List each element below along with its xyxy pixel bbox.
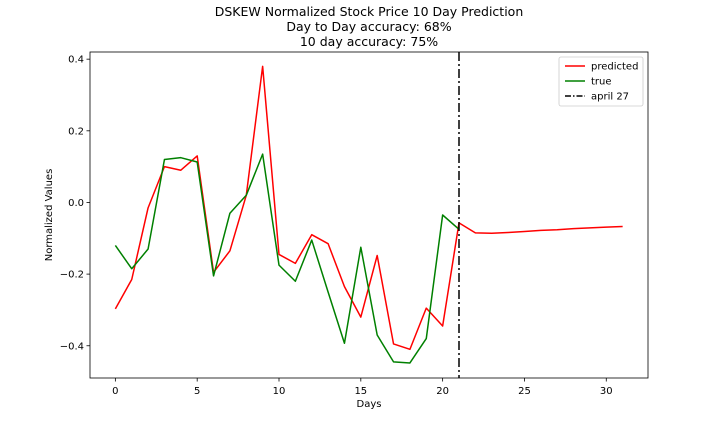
- x-tick-label: 20: [436, 386, 449, 397]
- x-axis-ticks: 0 5 10 15 20 25 30: [112, 378, 613, 397]
- series-line-true: [114, 153, 460, 364]
- y-tick-label: 0.4: [68, 55, 84, 66]
- legend-box: [558, 56, 644, 107]
- chart-title: DSKEW Normalized Stock Price 10 Day Pred…: [215, 4, 524, 49]
- title-line-2: 10 day accuracy: 75%: [300, 34, 438, 49]
- y-tick-label: 0.2: [68, 126, 84, 137]
- y-tick-label: 0.0: [68, 198, 84, 209]
- y-axis-ticks: −0.4 −0.2 0.0 0.2 0.4: [60, 55, 90, 352]
- x-tick-label: 0: [112, 386, 118, 397]
- legend-label-2: april 27: [591, 92, 629, 103]
- legend-label-0: predicted: [591, 62, 638, 73]
- legend: predicted true april 27: [558, 56, 644, 107]
- x-tick-label: 25: [518, 386, 531, 397]
- series-group: [114, 65, 623, 364]
- x-tick-label: 5: [194, 386, 200, 397]
- title-line-0: DSKEW Normalized Stock Price 10 Day Pred…: [215, 4, 524, 19]
- x-axis-label: Days: [357, 399, 382, 410]
- y-tick-label: −0.4: [60, 341, 84, 352]
- legend-label-1: true: [591, 77, 612, 88]
- x-tick-label: 15: [354, 386, 367, 397]
- plot-area-frame: [89, 51, 649, 379]
- series-line-predicted: [114, 65, 623, 351]
- title-line-1: Day to Day accuracy: 68%: [286, 19, 451, 34]
- y-axis-label: Normalized Values: [44, 169, 55, 262]
- x-tick-label: 30: [600, 386, 613, 397]
- x-tick-label: 10: [273, 386, 286, 397]
- y-tick-label: −0.2: [60, 270, 84, 281]
